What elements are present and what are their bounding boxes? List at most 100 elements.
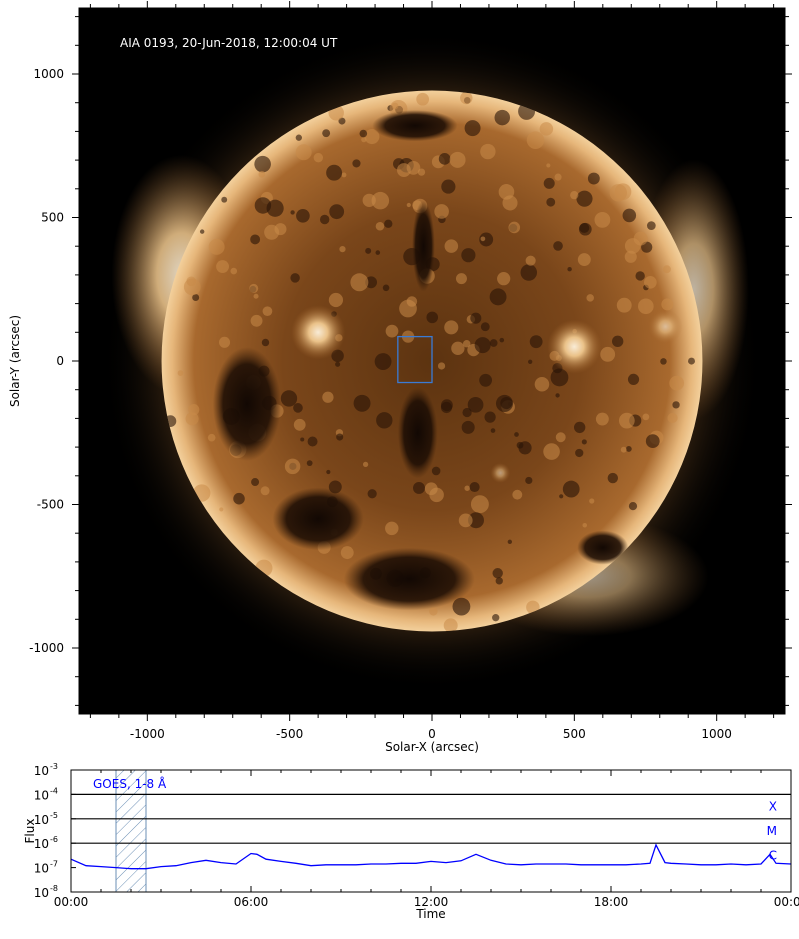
dark-patch xyxy=(627,373,640,386)
bright-point xyxy=(455,273,467,285)
dark-patch xyxy=(199,229,205,234)
coronal-hole xyxy=(212,347,282,461)
dark-patch xyxy=(322,129,331,138)
disk-features xyxy=(164,91,695,632)
dark-patch xyxy=(646,221,656,230)
bright-point xyxy=(361,136,367,143)
bright-point xyxy=(451,341,465,355)
bright-point xyxy=(207,433,216,442)
dark-patch xyxy=(468,512,484,529)
bright-point xyxy=(284,458,301,475)
bright-point xyxy=(555,432,566,443)
bright-point xyxy=(662,265,671,274)
bright-point xyxy=(264,224,280,240)
goes-y-tick-exponent: -5 xyxy=(50,811,58,820)
goes-y-tick-exponent: -6 xyxy=(50,835,58,844)
goes-y-tick-label: 10 xyxy=(34,813,49,827)
bright-point xyxy=(406,202,411,208)
bright-point xyxy=(480,236,486,242)
y-tick-label: 0 xyxy=(56,354,64,368)
y-tick-label: 1000 xyxy=(33,67,64,81)
bright-point xyxy=(595,412,609,426)
dark-patch xyxy=(250,234,261,245)
bright-point xyxy=(525,255,536,266)
dark-patch xyxy=(326,469,331,475)
dark-patch xyxy=(462,407,472,418)
dark-patch xyxy=(280,390,298,407)
bright-point xyxy=(249,283,259,293)
dark-patch xyxy=(480,322,490,332)
dark-patch xyxy=(518,441,532,455)
goes-class-label: C xyxy=(769,848,777,862)
goes-x-tick-label: 00:00 xyxy=(54,895,89,909)
dark-patch xyxy=(625,446,632,452)
dark-patch xyxy=(365,276,378,289)
dark-patch xyxy=(290,210,295,215)
y-tick-label: -500 xyxy=(37,497,64,511)
goes-x-tick-label: 06:00 xyxy=(234,895,269,909)
goes-x-axis-label: Time xyxy=(415,907,445,921)
dark-patch xyxy=(587,172,600,185)
bright-point xyxy=(609,184,627,202)
dark-patch xyxy=(431,466,441,476)
x-tick-label: -1000 xyxy=(130,727,165,741)
bright-point xyxy=(429,607,438,616)
dark-patch xyxy=(359,129,368,138)
x-axis-label: Solar-X (arcsec) xyxy=(385,740,479,754)
bright-point xyxy=(539,122,554,136)
coronal-hole xyxy=(272,487,364,551)
bright-point xyxy=(546,163,551,168)
dark-patch xyxy=(254,155,271,173)
bright-point xyxy=(434,204,449,219)
bright-point xyxy=(350,273,369,292)
image-ticks: -1000 -500 0 500 1000 1000 500 0 -500 -1000 xyxy=(29,1,792,741)
bright-point xyxy=(177,370,184,376)
bright-point xyxy=(219,336,231,348)
bright-point xyxy=(262,306,273,317)
goes-class-lines: XMC xyxy=(71,793,791,862)
dark-patch xyxy=(559,494,564,499)
bright-point xyxy=(364,129,380,145)
bright-point xyxy=(385,324,399,338)
dark-patch xyxy=(645,434,660,449)
dark-patch xyxy=(529,335,543,349)
dark-patch xyxy=(494,109,510,126)
bright-point xyxy=(638,298,654,315)
bright-point xyxy=(460,91,473,105)
bright-point xyxy=(293,418,306,431)
bright-point xyxy=(543,443,560,460)
goes-y-tick-exponent: -8 xyxy=(50,884,58,893)
dark-patch xyxy=(365,247,372,254)
dark-patch xyxy=(660,358,667,365)
coronal-hole xyxy=(372,110,458,142)
goes-ticks: 00:0006:0012:0018:0000:0010-310-410-510-… xyxy=(34,762,799,909)
dark-patch xyxy=(628,502,638,511)
bright-point xyxy=(616,297,632,313)
roi-box xyxy=(397,335,433,384)
dark-patch xyxy=(525,476,533,484)
goes-panel-background xyxy=(71,770,791,892)
bright-point xyxy=(624,250,637,263)
bright-point xyxy=(444,320,459,335)
dark-patch xyxy=(461,420,475,434)
bright-point xyxy=(183,278,201,296)
goes-class-label: X xyxy=(769,800,777,814)
dark-patch xyxy=(550,368,569,387)
goes-y-tick-exponent: -7 xyxy=(50,860,58,869)
dark-patch xyxy=(688,357,695,365)
bright-point xyxy=(429,487,444,503)
dark-patch xyxy=(490,428,496,433)
dark-patch xyxy=(581,439,587,445)
dark-patch xyxy=(495,394,514,413)
bright-point xyxy=(512,489,523,500)
dark-patch xyxy=(672,401,680,409)
dark-patch xyxy=(293,403,303,413)
dark-patch xyxy=(251,478,260,487)
dark-patch xyxy=(296,208,310,223)
bright-point xyxy=(463,339,471,348)
bright-point xyxy=(340,546,354,560)
bright-point xyxy=(600,346,616,362)
active-region xyxy=(547,319,602,374)
bright-point xyxy=(589,498,595,504)
